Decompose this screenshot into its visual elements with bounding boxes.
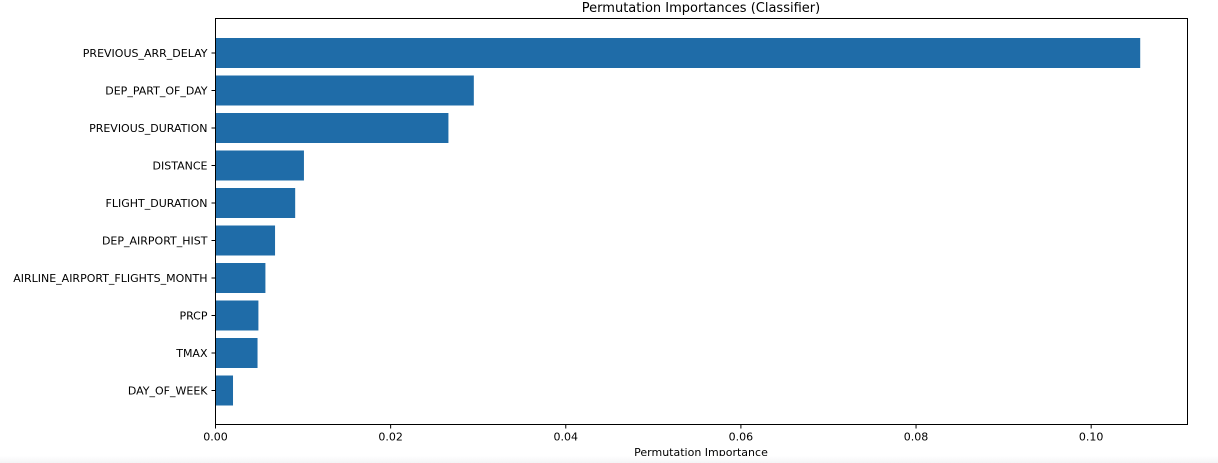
y-tick-label: AIRLINE_AIRPORT_FLIGHTS_MONTH	[13, 272, 207, 285]
y-tick-label: TMAX	[175, 347, 208, 360]
x-axis-ticks: 0.00 0.02 0.04 0.06 0.08 0.10	[203, 424, 1104, 444]
bars-layer	[215, 38, 1141, 406]
x-tick-label: 0.04	[554, 431, 579, 444]
y-tick-label: DEP_AIRPORT_HIST	[102, 235, 208, 248]
bar-previous-duration	[215, 113, 449, 143]
y-tick-label: DEP_PART_OF_DAY	[105, 85, 208, 98]
chart-title: Permutation Importances (Classifier)	[582, 1, 820, 16]
y-tick-label: PRCP	[179, 310, 207, 323]
y-tick-label: DISTANCE	[153, 160, 208, 173]
window-bottom-edge	[0, 456, 1218, 463]
y-tick-label: DAY_OF_WEEK	[128, 385, 208, 398]
y-tick-labels: PREVIOUS_ARR_DELAY DEP_PART_OF_DAY PREVIOU…	[13, 47, 216, 398]
y-tick-label: FLIGHT_DURATION	[106, 197, 208, 210]
bar-previous-arr-delay	[215, 38, 1141, 68]
bar-day-of-week	[215, 375, 234, 406]
y-tick-label: PREVIOUS_DURATION	[89, 122, 207, 135]
bar-prcp	[215, 300, 259, 331]
bar-dep-part-of-day	[215, 75, 474, 106]
x-tick-label: 0.02	[378, 431, 403, 444]
x-tick-label: 0.08	[904, 431, 929, 444]
bar-tmax	[215, 338, 258, 368]
x-tick-label: 0.00	[203, 431, 228, 444]
x-tick-label: 0.10	[1079, 431, 1104, 444]
bar-distance	[215, 150, 304, 181]
plot-frame	[215, 18, 1188, 425]
x-axis-label: Permutation Importance	[634, 446, 768, 459]
x-tick-label: 0.06	[729, 431, 754, 444]
bar-dep-airport-hist	[215, 225, 276, 256]
y-tick-label: PREVIOUS_ARR_DELAY	[83, 47, 208, 60]
bar-flight-duration	[215, 188, 296, 218]
bar-airline-airport-flights-month	[215, 263, 266, 293]
